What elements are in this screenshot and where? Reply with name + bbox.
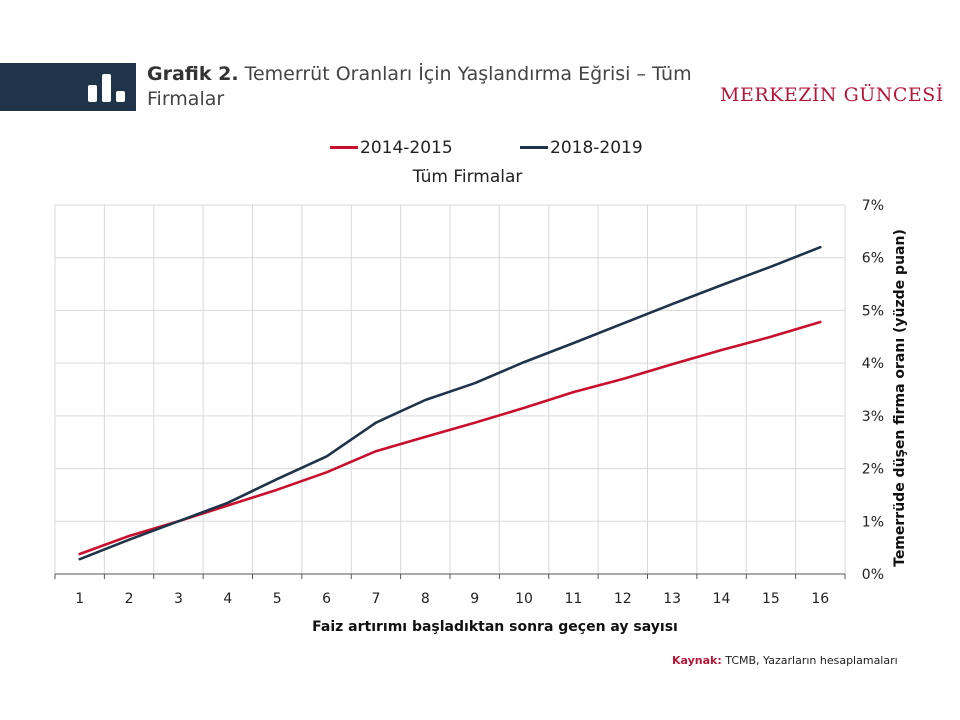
series-line-2018-2019 [78,245,822,561]
bar-chart-icon [88,74,125,102]
x-tick-label: 7 [371,591,380,607]
legend-swatch-2014-2015 [330,145,358,149]
legend-label-2018-2019: 2018-2019 [550,138,643,158]
legend-item-2018-2019: 2018-2019 [520,138,643,158]
y-tick-label: 3% [862,409,884,425]
x-tick-label: 5 [273,591,282,607]
chart-subtitle: Tüm Firmalar [412,167,523,187]
x-tick-label: 13 [663,591,681,607]
x-tick-label: 10 [515,591,533,607]
y-tick-label: 2% [862,462,884,478]
title-prefix: Grafik 2. [147,63,239,85]
y-tick-label: 4% [862,356,884,372]
y-tick-label: 7% [862,198,884,214]
y-tick-label: 5% [862,303,884,319]
source-prefix: Kaynak: [672,654,722,667]
x-tick-label: 15 [762,591,780,607]
legend-item-2014-2015: 2014-2015 [330,138,453,158]
legend-swatch-2018-2019 [520,145,548,149]
title-text: Temerrüt Oranları İçin Yaşlandırma Eğris… [147,63,692,110]
x-tick-label: 2 [125,591,134,607]
x-axis-label: Faiz artırımı başladıktan sonra geçen ay… [312,619,678,635]
source-text: TCMB, Yazarların hesaplamaları [725,654,898,667]
x-tick-label: 16 [811,591,829,607]
x-tick-label: 1 [75,591,84,607]
page-title: Grafik 2. Temerrüt Oranları İçin Yaşland… [147,62,717,112]
x-tick-label: 11 [565,591,583,607]
source-note: Kaynak: TCMB, Yazarların hesaplamaları [672,654,898,667]
x-tick-label: 9 [470,591,479,607]
legend-label-2014-2015: 2014-2015 [360,138,453,158]
y-tick-label: 6% [862,251,884,267]
x-tick-label: 12 [614,591,632,607]
x-tick-label: 8 [421,591,430,607]
x-tick-label: 6 [322,591,331,607]
brand-logo: MERKEZİN GÜNCESİ [720,84,944,106]
x-tick-label: 4 [223,591,232,607]
y-tick-label: 1% [862,514,884,530]
header-bar [0,63,136,111]
y-axis-label: Temerrüde düşen firma oranı (yüzde puan) [892,229,908,567]
y-tick-label: 0% [862,567,884,583]
x-tick-label: 14 [713,591,731,607]
x-tick-label: 3 [174,591,183,607]
